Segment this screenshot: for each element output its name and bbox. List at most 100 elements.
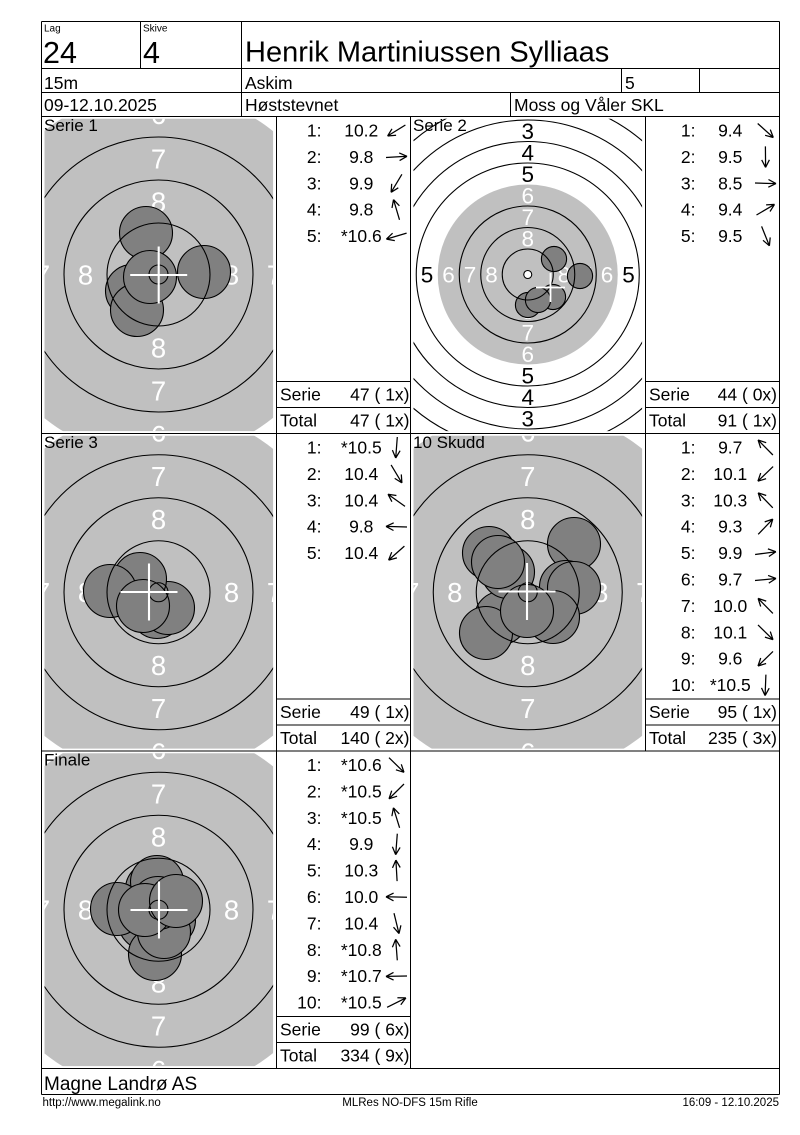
svg-text:*10.5: *10.5 (341, 808, 382, 828)
svg-text:8: 8 (151, 332, 166, 363)
svg-text:2:: 2: (307, 147, 322, 167)
svg-text:6: 6 (521, 183, 534, 208)
svg-text:4:: 4: (307, 200, 322, 220)
svg-text:49 ( 1x): 49 ( 1x) (350, 702, 409, 722)
svg-text:44 ( 0x): 44 ( 0x) (718, 385, 777, 405)
svg-text:Total: Total (280, 1046, 317, 1066)
svg-text:5:: 5: (681, 543, 696, 563)
svg-text:7: 7 (151, 693, 166, 724)
svg-text:5:: 5: (307, 861, 322, 881)
svg-text:1:: 1: (681, 121, 696, 141)
svg-text:6: 6 (151, 417, 166, 448)
svg-text:7: 7 (521, 205, 534, 230)
svg-text:9.9: 9.9 (349, 173, 373, 193)
svg-text:10 Skudd: 10 Skudd (413, 433, 485, 452)
svg-text:Høststevnet: Høststevnet (245, 95, 338, 115)
svg-text:3:: 3: (681, 490, 696, 510)
svg-text:9.7: 9.7 (718, 438, 742, 458)
svg-text:7: 7 (464, 263, 477, 288)
svg-text:5:: 5: (307, 226, 322, 246)
svg-text:9.4: 9.4 (718, 121, 743, 141)
svg-text:Serie: Serie (649, 702, 690, 722)
svg-text:10.4: 10.4 (344, 913, 378, 933)
svg-text:3: 3 (521, 119, 534, 144)
svg-text:9.3: 9.3 (718, 517, 742, 537)
svg-text:8: 8 (151, 650, 166, 681)
svg-text:4:: 4: (681, 517, 696, 537)
svg-text:6: 6 (151, 1055, 166, 1086)
svg-text:1:: 1: (307, 121, 322, 141)
svg-text:4:: 4: (307, 517, 322, 537)
svg-text:5: 5 (421, 263, 434, 288)
svg-text:5: 5 (521, 363, 534, 388)
svg-text:7: 7 (151, 779, 166, 810)
svg-text:8: 8 (520, 504, 535, 535)
svg-text:9:: 9: (307, 966, 322, 986)
svg-text:47 ( 1x): 47 ( 1x) (350, 385, 409, 405)
svg-text:7: 7 (35, 577, 50, 608)
svg-text:5:: 5: (681, 226, 696, 246)
svg-text:Serie: Serie (649, 385, 690, 405)
svg-text:Finale: Finale (44, 751, 90, 770)
svg-text:4:: 4: (307, 834, 322, 854)
svg-text:09-12.10.2025: 09-12.10.2025 (44, 95, 157, 115)
svg-text:9:: 9: (681, 649, 696, 669)
svg-text:7: 7 (151, 143, 166, 174)
svg-text:8: 8 (485, 263, 498, 288)
svg-text:6: 6 (521, 342, 534, 367)
svg-text:10.3: 10.3 (713, 490, 747, 510)
svg-text:7: 7 (404, 577, 419, 608)
svg-text:7: 7 (521, 320, 534, 345)
svg-text:6: 6 (151, 420, 166, 451)
svg-text:8:: 8: (681, 622, 696, 642)
svg-text:Serie 1: Serie 1 (44, 116, 98, 135)
svg-text:*10.5: *10.5 (341, 438, 382, 458)
svg-text:8: 8 (224, 577, 239, 608)
svg-text:2:: 2: (307, 464, 322, 484)
svg-text:8: 8 (224, 895, 239, 926)
svg-text:MLRes NO-DFS 15m Rifle: MLRes NO-DFS 15m Rifle (342, 1097, 477, 1109)
svg-text:6: 6 (520, 417, 535, 448)
svg-text:Total: Total (280, 411, 317, 431)
svg-text:99 ( 6x): 99 ( 6x) (350, 1020, 409, 1040)
svg-text:9.6: 9.6 (718, 649, 742, 669)
svg-text:16:09 - 12.10.2025: 16:09 - 12.10.2025 (682, 1097, 779, 1109)
svg-text:3:: 3: (681, 173, 696, 193)
svg-text:Serie: Serie (280, 385, 321, 405)
svg-text:Serie 2: Serie 2 (413, 116, 467, 135)
svg-text:10.0: 10.0 (713, 596, 747, 616)
svg-text:9.8: 9.8 (349, 517, 373, 537)
svg-text:91 ( 1x): 91 ( 1x) (718, 411, 777, 431)
svg-text:9.9: 9.9 (349, 834, 373, 854)
svg-text:Henrik Martiniussen Sylliaas: Henrik Martiniussen Sylliaas (245, 37, 609, 69)
svg-text:6: 6 (601, 263, 614, 288)
svg-text:3:: 3: (307, 173, 322, 193)
svg-text:6:: 6: (681, 570, 696, 590)
svg-text:8: 8 (78, 895, 93, 926)
svg-text:1:: 1: (307, 438, 322, 458)
svg-text:7: 7 (151, 461, 166, 492)
svg-text:10.4: 10.4 (344, 490, 378, 510)
svg-text:8.5: 8.5 (718, 173, 742, 193)
svg-text:http://www.megalink.no: http://www.megalink.no (43, 1097, 161, 1109)
svg-text:7:: 7: (307, 913, 322, 933)
svg-text:3:: 3: (307, 808, 322, 828)
svg-text:Serie: Serie (280, 702, 321, 722)
svg-text:9.9: 9.9 (718, 543, 742, 563)
svg-text:6:: 6: (307, 887, 322, 907)
svg-text:1:: 1: (307, 755, 322, 775)
svg-text:7: 7 (520, 693, 535, 724)
svg-text:10.4: 10.4 (344, 464, 378, 484)
svg-text:2:: 2: (681, 464, 696, 484)
svg-text:8: 8 (151, 504, 166, 535)
svg-text:7: 7 (35, 895, 50, 926)
svg-text:15m: 15m (44, 73, 78, 93)
svg-text:4:: 4: (681, 200, 696, 220)
svg-text:6: 6 (520, 738, 535, 769)
svg-text:10:: 10: (297, 993, 321, 1013)
svg-text:5: 5 (622, 263, 635, 288)
svg-text:9.8: 9.8 (349, 200, 373, 220)
svg-text:Askim: Askim (245, 73, 293, 93)
svg-text:6: 6 (151, 734, 166, 765)
svg-text:4: 4 (143, 36, 160, 70)
